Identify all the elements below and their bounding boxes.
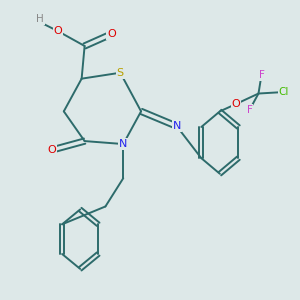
Text: N: N [172,121,181,131]
Text: O: O [47,145,56,155]
Text: F: F [259,70,264,80]
Text: H: H [36,14,44,24]
Text: Cl: Cl [279,87,289,97]
Text: N: N [119,139,128,149]
Text: F: F [247,105,253,115]
Text: O: O [232,99,241,109]
Text: S: S [117,68,124,78]
Text: O: O [53,26,62,36]
Text: O: O [107,29,116,39]
